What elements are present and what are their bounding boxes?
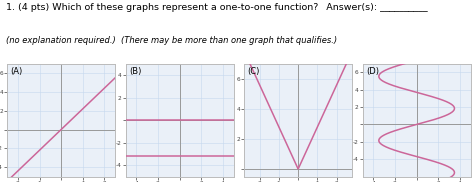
Text: (C): (C) xyxy=(247,67,260,76)
Text: (B): (B) xyxy=(129,67,141,76)
Text: 1. (4 pts) Which of these graphs represent a one-to-one function?   Answer(s): _: 1. (4 pts) Which of these graphs represe… xyxy=(6,3,428,12)
Text: (D): (D) xyxy=(366,67,379,76)
Text: (no explanation required.)  (There may be more than one graph that qualifies.): (no explanation required.) (There may be… xyxy=(6,36,337,45)
Text: (A): (A) xyxy=(10,67,23,76)
